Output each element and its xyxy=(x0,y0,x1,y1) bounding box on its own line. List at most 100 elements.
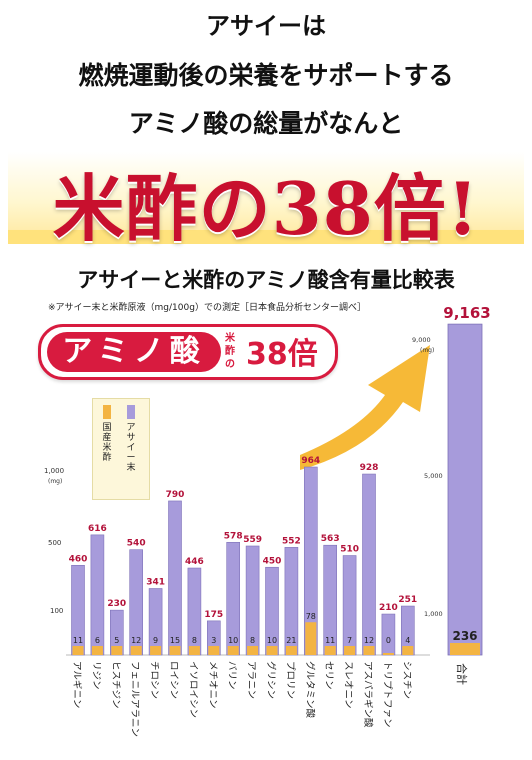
intro-line-1: アサイーは xyxy=(206,12,326,40)
chart-title: アサイーと米酢のアミノ酸含有量比較表 xyxy=(77,268,455,292)
category-label: グルタミン酸 xyxy=(304,661,316,719)
total-y-tick-5000: 5,000 xyxy=(424,472,443,480)
category-label: ヒスチジン xyxy=(110,661,121,709)
category-label: プロリン xyxy=(284,661,295,699)
value-label-vinegar: 9 xyxy=(153,636,158,645)
category-label: セリン xyxy=(323,661,334,690)
bar-acai xyxy=(168,500,182,656)
bar-total-acai xyxy=(447,323,483,656)
bar-vinegar xyxy=(208,646,220,655)
category-label: グリシン xyxy=(265,661,277,699)
bar-vinegar xyxy=(72,646,84,655)
category-label: アルギニン xyxy=(71,661,82,708)
intro-line-3: アミノ酸の総量がなんと xyxy=(128,109,404,138)
value-label-acai: 578 xyxy=(224,531,243,541)
y-tick-100: 100 xyxy=(50,607,63,615)
total-y-tick-9000: 9,000 xyxy=(412,336,431,344)
value-label-vinegar: 12 xyxy=(364,636,374,645)
value-label-acai: 341 xyxy=(146,578,165,588)
badge-main: アミノ酸 xyxy=(47,332,221,372)
bar-vinegar xyxy=(382,653,394,655)
legend-label-vinegar: 国産米酢 xyxy=(102,423,112,463)
value-label-acai: 175 xyxy=(204,610,223,620)
value-label-acai: 450 xyxy=(263,556,282,566)
value-label-vinegar: 6 xyxy=(95,636,100,645)
chart-legend: 国産米酢 アサイー末 xyxy=(92,398,150,500)
bar-vinegar xyxy=(285,646,297,655)
value-label-acai: 251 xyxy=(398,595,417,605)
value-label-acai: 460 xyxy=(69,554,88,564)
legend-swatch-vinegar xyxy=(103,405,111,419)
bar-vinegar xyxy=(305,622,317,655)
hero-highlight-band xyxy=(8,152,524,244)
value-label-acai: 510 xyxy=(340,545,359,555)
y-unit: (mg) xyxy=(48,478,62,485)
bar-vinegar xyxy=(188,646,200,655)
value-label-acai: 446 xyxy=(185,557,204,567)
category-label: フェニルアラニン xyxy=(129,661,140,737)
growth-arrow-icon xyxy=(300,345,430,470)
category-label: メチオニン xyxy=(207,661,218,709)
legend-swatch-acai xyxy=(127,405,135,419)
total-y-unit: (mg) xyxy=(420,347,434,354)
bar-vinegar xyxy=(91,646,103,655)
arrow-shape xyxy=(300,345,430,470)
bar-vinegar xyxy=(150,646,162,655)
bar-vinegar xyxy=(344,646,356,655)
bar-vinegar xyxy=(130,646,142,655)
value-label-vinegar: 12 xyxy=(131,636,141,645)
value-label-acai: 210 xyxy=(379,603,398,613)
category-label: スレオニン xyxy=(343,661,354,709)
bar-acai xyxy=(148,588,163,656)
value-label-vinegar: 11 xyxy=(73,636,83,645)
bar-acai xyxy=(362,473,376,656)
total-category-label: 合計 xyxy=(455,663,469,685)
amino-badge: アミノ酸 米酢の 38倍 xyxy=(38,324,338,380)
value-label-acai: 559 xyxy=(243,535,262,545)
value-label-vinegar: 78 xyxy=(306,612,316,621)
value-label-vinegar: 10 xyxy=(228,636,238,645)
bar-vinegar xyxy=(324,646,336,655)
bar-vinegar xyxy=(363,646,375,655)
value-label-vinegar: 15 xyxy=(170,636,180,645)
value-label-acai: 790 xyxy=(166,490,185,500)
bar-acai xyxy=(381,613,396,656)
bar-vinegar xyxy=(169,646,181,655)
legend-label-acai: アサイー末 xyxy=(126,423,136,473)
value-label-vinegar: 3 xyxy=(211,636,216,645)
value-label-acai: 928 xyxy=(360,463,379,473)
badge-times: 38倍 xyxy=(246,337,318,372)
value-label-acai: 552 xyxy=(282,536,301,546)
bar-vinegar xyxy=(227,646,239,655)
value-label-acai: 964 xyxy=(301,456,320,466)
measurement-note: ※アサイー末と米酢原液（mg/100g）での測定［日本食品分析センター調べ］ xyxy=(48,303,366,313)
bar-total-vinegar xyxy=(450,643,480,655)
value-label-vinegar: 7 xyxy=(347,636,352,645)
value-label-vinegar: 4 xyxy=(405,636,410,645)
category-label: シスチン xyxy=(401,661,412,699)
value-label-vinegar: 21 xyxy=(286,636,296,645)
bar-vinegar xyxy=(402,646,414,655)
bar-vinegar xyxy=(111,646,123,655)
hero-headline: 米酢の38倍! xyxy=(52,166,480,251)
value-label-acai: 563 xyxy=(321,534,340,544)
total-value-vinegar: 236 xyxy=(452,629,477,643)
intro-line-2: 燃焼運動後の栄養をサポートする xyxy=(78,61,454,90)
category-label: アスパラギン酸 xyxy=(362,661,374,728)
value-label-acai: 230 xyxy=(107,599,126,609)
value-label-vinegar: 8 xyxy=(250,636,255,645)
value-label-acai: 616 xyxy=(88,524,107,534)
value-label-vinegar: 8 xyxy=(192,636,197,645)
category-label: トリプトファン xyxy=(381,661,392,728)
value-label-vinegar: 5 xyxy=(114,636,119,645)
category-label: リジン xyxy=(90,661,101,690)
y-tick-1000: 1,000 xyxy=(44,467,64,475)
y-tick-500: 500 xyxy=(48,539,61,547)
value-label-vinegar: 11 xyxy=(325,636,335,645)
bar-vinegar xyxy=(247,646,259,655)
total-y-tick-1000: 1,000 xyxy=(424,610,443,618)
category-label: チロシン xyxy=(149,661,160,699)
bar-vinegar xyxy=(266,646,278,655)
category-label: バリン xyxy=(226,661,237,690)
